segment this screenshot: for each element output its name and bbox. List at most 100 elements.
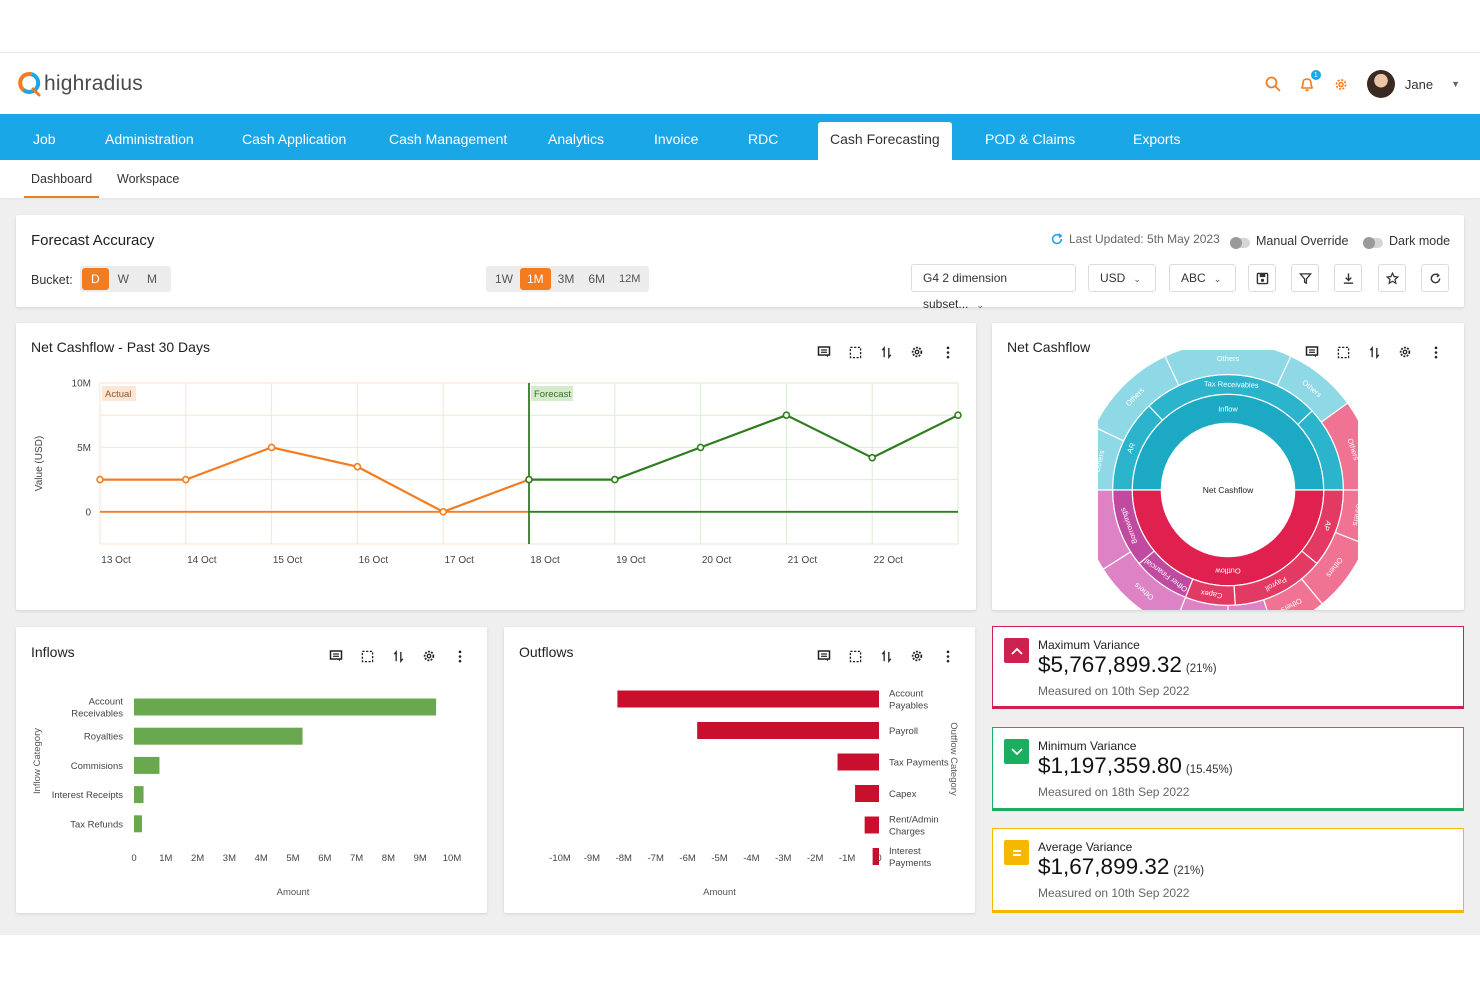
range-6m[interactable]: 6M (588, 272, 606, 286)
dark-mode-toggle[interactable] (1363, 237, 1383, 249)
x-tick-label: 8M (382, 853, 395, 864)
comment-icon[interactable] (816, 648, 832, 664)
more-vertical-icon[interactable] (1428, 344, 1444, 360)
x-axis-label: Amount (277, 887, 310, 898)
sunburst-slice-label: Inflow (1218, 404, 1238, 413)
sort-icon[interactable] (878, 344, 894, 360)
bell-icon[interactable]: 1 (1299, 70, 1321, 92)
user-menu-chevron-icon[interactable]: ▼ (1451, 79, 1460, 89)
x-tick-label: 22 Oct (873, 555, 903, 566)
tab-workspace[interactable]: Workspace (117, 172, 180, 186)
nav-invoice[interactable]: Invoice (654, 131, 699, 147)
more-vertical-icon[interactable] (940, 648, 956, 664)
expand-icon[interactable] (359, 648, 375, 664)
top-bar: highradius 1 Jane ▼ (0, 53, 1480, 114)
refresh-icon[interactable] (1050, 232, 1064, 246)
outflows-card: Outflows Account Payables Payroll Tax Payme… (504, 627, 975, 913)
nav-pod-claims[interactable]: POD & Claims (985, 131, 1076, 147)
category-label: Interest (889, 846, 921, 857)
chevron-down-icon: ⌄ (1133, 274, 1141, 284)
sort-icon[interactable] (390, 648, 406, 664)
company-dropdown[interactable]: ABC ⌄ (1169, 264, 1236, 292)
sunburst-slice-label: Outflow (1215, 567, 1241, 576)
filter-button[interactable] (1291, 264, 1319, 292)
sunburst-slice-label: AR (1125, 441, 1138, 455)
reload-button[interactable] (1421, 264, 1449, 292)
category-label: Rent/Admin (889, 815, 939, 826)
nav-exports[interactable]: Exports (1133, 131, 1181, 147)
avatar[interactable] (1366, 70, 1395, 98)
nav-analytics[interactable]: Analytics (548, 131, 605, 147)
bucket-d[interactable]: D (82, 268, 109, 290)
variance-title: Average Variance (1038, 840, 1133, 854)
x-tick-label: -9M (584, 853, 600, 864)
save-button[interactable] (1248, 264, 1276, 292)
category-label: Interest Receipts (52, 790, 124, 801)
bar (872, 848, 879, 865)
x-tick-label: -4M (743, 853, 759, 864)
sunburst-slice-label: Tax Receivables (1204, 379, 1259, 390)
tab-dashboard[interactable]: Dashboard (24, 160, 100, 198)
variance-percent: (15.45%) (1185, 764, 1233, 776)
nav-administration[interactable]: Administration (105, 131, 194, 147)
range-3m[interactable]: 3M (557, 272, 575, 286)
gear-icon[interactable] (909, 344, 925, 360)
x-tick-label: 21 Oct (788, 555, 818, 566)
expand-icon[interactable] (847, 648, 863, 664)
manual-override-toggle[interactable] (1230, 237, 1250, 249)
comment-icon[interactable] (328, 648, 344, 664)
subset-dropdown[interactable]: G4 2 dimension subset... ⌄ (911, 264, 1076, 311)
user-name[interactable]: Jane (1404, 76, 1434, 92)
minimum-variance-card: Minimum Variance $1,197,359.80 (15.45%) M… (992, 727, 1464, 811)
category-label: Royalties (84, 732, 123, 743)
data-point (353, 462, 362, 471)
category-label: Receivables (71, 709, 123, 720)
currency-dropdown[interactable]: USD ⌄ (1088, 264, 1156, 292)
sort-icon[interactable] (1366, 344, 1382, 360)
category-label: Charges (889, 827, 925, 838)
x-tick-label: -6M (679, 853, 695, 864)
last-updated-text: Last Updated: 5th May 2023 (1069, 232, 1220, 246)
x-tick-label: 7M (350, 853, 363, 864)
gear-icon[interactable] (909, 648, 925, 664)
sunburst-slice (1179, 596, 1229, 610)
bucket-w[interactable]: W (117, 272, 129, 286)
last-updated[interactable]: Last Updated: 5th May 2023 (1050, 232, 1220, 246)
sort-icon[interactable] (878, 648, 894, 664)
card-title: Outflows (519, 644, 574, 660)
bucket-m[interactable]: M (147, 272, 157, 286)
comment-icon[interactable] (816, 344, 832, 360)
download-button[interactable] (1334, 264, 1362, 292)
sunburst-slice-label: Others (1098, 449, 1106, 473)
favorite-button[interactable] (1378, 264, 1406, 292)
expand-icon[interactable] (847, 344, 863, 360)
nav-job[interactable]: Job (33, 131, 56, 147)
x-tick-label: 3M (223, 853, 236, 864)
settings-gear-icon[interactable] (1333, 76, 1349, 92)
more-vertical-icon[interactable] (452, 648, 468, 664)
card-title: Inflows (31, 644, 75, 660)
category-label: Tax Refunds (70, 819, 123, 830)
x-tick-label: 9M (414, 853, 427, 864)
gear-icon[interactable] (421, 648, 437, 664)
nav-cash-forecasting[interactable]: Cash Forecasting (818, 122, 952, 160)
range-12m[interactable]: 12M (619, 273, 641, 285)
download-icon (1343, 272, 1353, 284)
y-tick-label: 10M (72, 379, 91, 390)
nav-rdc[interactable]: RDC (748, 131, 779, 147)
nav-cash-application[interactable]: Cash Application (242, 131, 347, 147)
top-icons: 1 Jane ▼ (1265, 67, 1460, 101)
search-icon[interactable] (1265, 76, 1281, 92)
x-tick-label: 0 (131, 853, 136, 864)
filter-icon (1298, 272, 1312, 284)
range-1w[interactable]: 1W (495, 272, 513, 286)
range-1m[interactable]: 1M (520, 268, 551, 290)
gear-icon[interactable] (1397, 344, 1413, 360)
brand-logo[interactable]: highradius (18, 70, 143, 98)
expand-icon[interactable] (1335, 344, 1351, 360)
sunburst-slice-label: Others (1217, 354, 1240, 363)
card-toolbar (1304, 344, 1444, 360)
nav-cash-management[interactable]: Cash Management (389, 131, 508, 147)
comment-icon[interactable] (1304, 344, 1320, 360)
more-vertical-icon[interactable] (940, 344, 956, 360)
